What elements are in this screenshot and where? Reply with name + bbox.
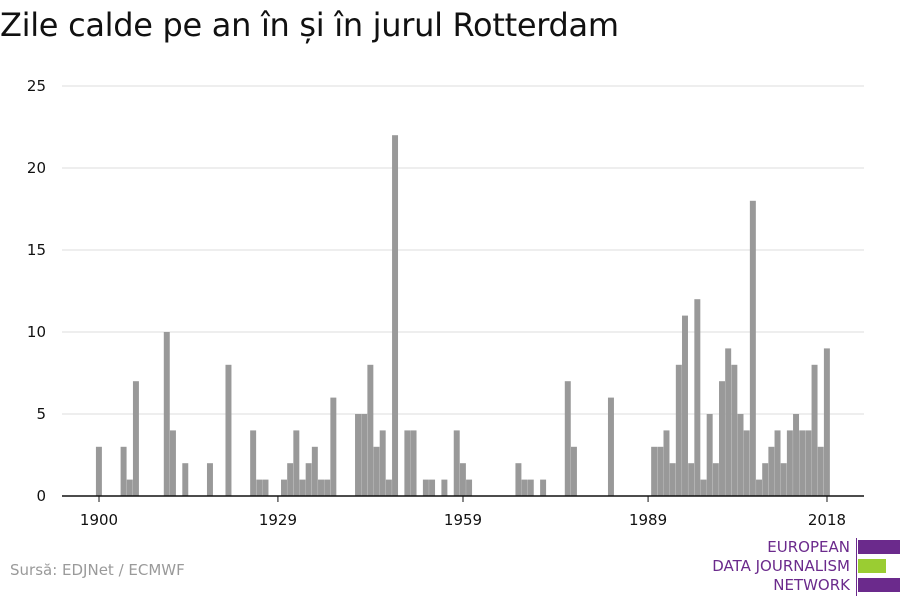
- bar: [607, 397, 614, 496]
- y-tick-label: 5: [36, 405, 46, 423]
- bar: [786, 430, 793, 496]
- x-axis-ticks: 1900 1929 1959 1989 2018: [80, 496, 846, 529]
- bar: [657, 446, 664, 496]
- bar: [743, 430, 750, 496]
- bar: [731, 364, 738, 496]
- bar: [367, 364, 374, 496]
- bar: [392, 135, 399, 496]
- y-tick-label: 25: [27, 77, 46, 95]
- logo-divider: [856, 538, 857, 596]
- bar: [410, 430, 417, 496]
- bar: [120, 446, 127, 496]
- bar: [182, 463, 189, 496]
- bar: [811, 364, 818, 496]
- y-tick-label: 10: [27, 323, 46, 341]
- gridlines: [62, 85, 864, 415]
- bar: [311, 446, 318, 496]
- chart-title: Zile calde pe an în și în jurul Rotterda…: [0, 6, 619, 44]
- bar: [163, 332, 170, 496]
- bar: [250, 430, 257, 496]
- logo-bar-purple-bottom: [858, 578, 900, 592]
- bar: [225, 364, 232, 496]
- bar: [429, 479, 436, 496]
- bar: [700, 479, 707, 496]
- bar: [453, 430, 460, 496]
- x-tick-label: 1929: [259, 511, 297, 529]
- bar: [404, 430, 411, 496]
- bar: [805, 430, 812, 496]
- logo-line-3: NETWORK: [773, 576, 850, 594]
- bar: [206, 463, 213, 496]
- logo-bar-green: [858, 559, 886, 573]
- bar: [256, 479, 263, 496]
- bar: [688, 463, 695, 496]
- logo-bar-purple-top: [858, 540, 900, 554]
- bar: [540, 479, 547, 496]
- bar: [817, 446, 824, 496]
- bar: [441, 479, 448, 496]
- bar: [385, 479, 392, 496]
- bars: [95, 135, 830, 497]
- bar: [379, 430, 386, 496]
- bar: [774, 430, 781, 496]
- bar: [287, 463, 294, 496]
- bar: [725, 348, 732, 496]
- bar: [756, 479, 763, 496]
- bar: [663, 430, 670, 496]
- bar: [169, 430, 176, 496]
- bar: [749, 200, 756, 497]
- bar: [361, 414, 368, 496]
- x-tick-label: 2018: [808, 511, 846, 529]
- bar: [527, 479, 534, 496]
- bar: [459, 463, 466, 496]
- bar: [95, 446, 102, 496]
- bar: [132, 381, 139, 496]
- x-tick-label: 1900: [80, 511, 118, 529]
- bar: [466, 479, 473, 496]
- logo-line-2: DATA JOURNALISM: [712, 557, 850, 575]
- bar: [281, 479, 287, 496]
- y-tick-label: 20: [27, 159, 46, 177]
- bar: [780, 463, 787, 496]
- bar: [521, 479, 528, 496]
- bar: [515, 463, 522, 496]
- bar: [570, 446, 577, 496]
- bar: [694, 299, 701, 496]
- bar: [262, 479, 269, 496]
- bar: [762, 463, 769, 496]
- y-axis-ticks: 0 5 10 15 20 25: [27, 77, 46, 505]
- bar: [355, 414, 362, 496]
- bar: [324, 479, 331, 496]
- x-tick-label: 1989: [629, 511, 667, 529]
- y-tick-label: 15: [27, 241, 46, 259]
- bar: [712, 463, 719, 496]
- bar: [305, 463, 312, 496]
- bar: [651, 446, 658, 496]
- bar: [675, 364, 682, 496]
- bar: [706, 414, 713, 496]
- bar: [373, 446, 380, 496]
- bar: [299, 479, 306, 496]
- bar: [793, 414, 800, 496]
- bar: [318, 479, 324, 496]
- source-note: Sursă: EDJNet / ECMWF: [10, 561, 185, 579]
- bar: [682, 315, 688, 496]
- bar: [669, 463, 676, 496]
- bar: [799, 430, 806, 496]
- edjnet-logo: EUROPEAN DATA JOURNALISM NETWORK: [700, 538, 900, 596]
- y-tick-label: 0: [36, 487, 46, 505]
- x-tick-label: 1959: [444, 511, 482, 529]
- logo-line-1: EUROPEAN: [767, 538, 850, 556]
- bar: [422, 479, 429, 496]
- bar: [564, 381, 571, 496]
- bar: [737, 414, 744, 496]
- logo-text: EUROPEAN DATA JOURNALISM NETWORK: [712, 538, 850, 595]
- bar: [823, 348, 830, 496]
- bar: [719, 381, 725, 496]
- bar: [293, 430, 300, 496]
- bar: [768, 446, 775, 496]
- bar: [330, 397, 337, 496]
- bar: [126, 479, 133, 496]
